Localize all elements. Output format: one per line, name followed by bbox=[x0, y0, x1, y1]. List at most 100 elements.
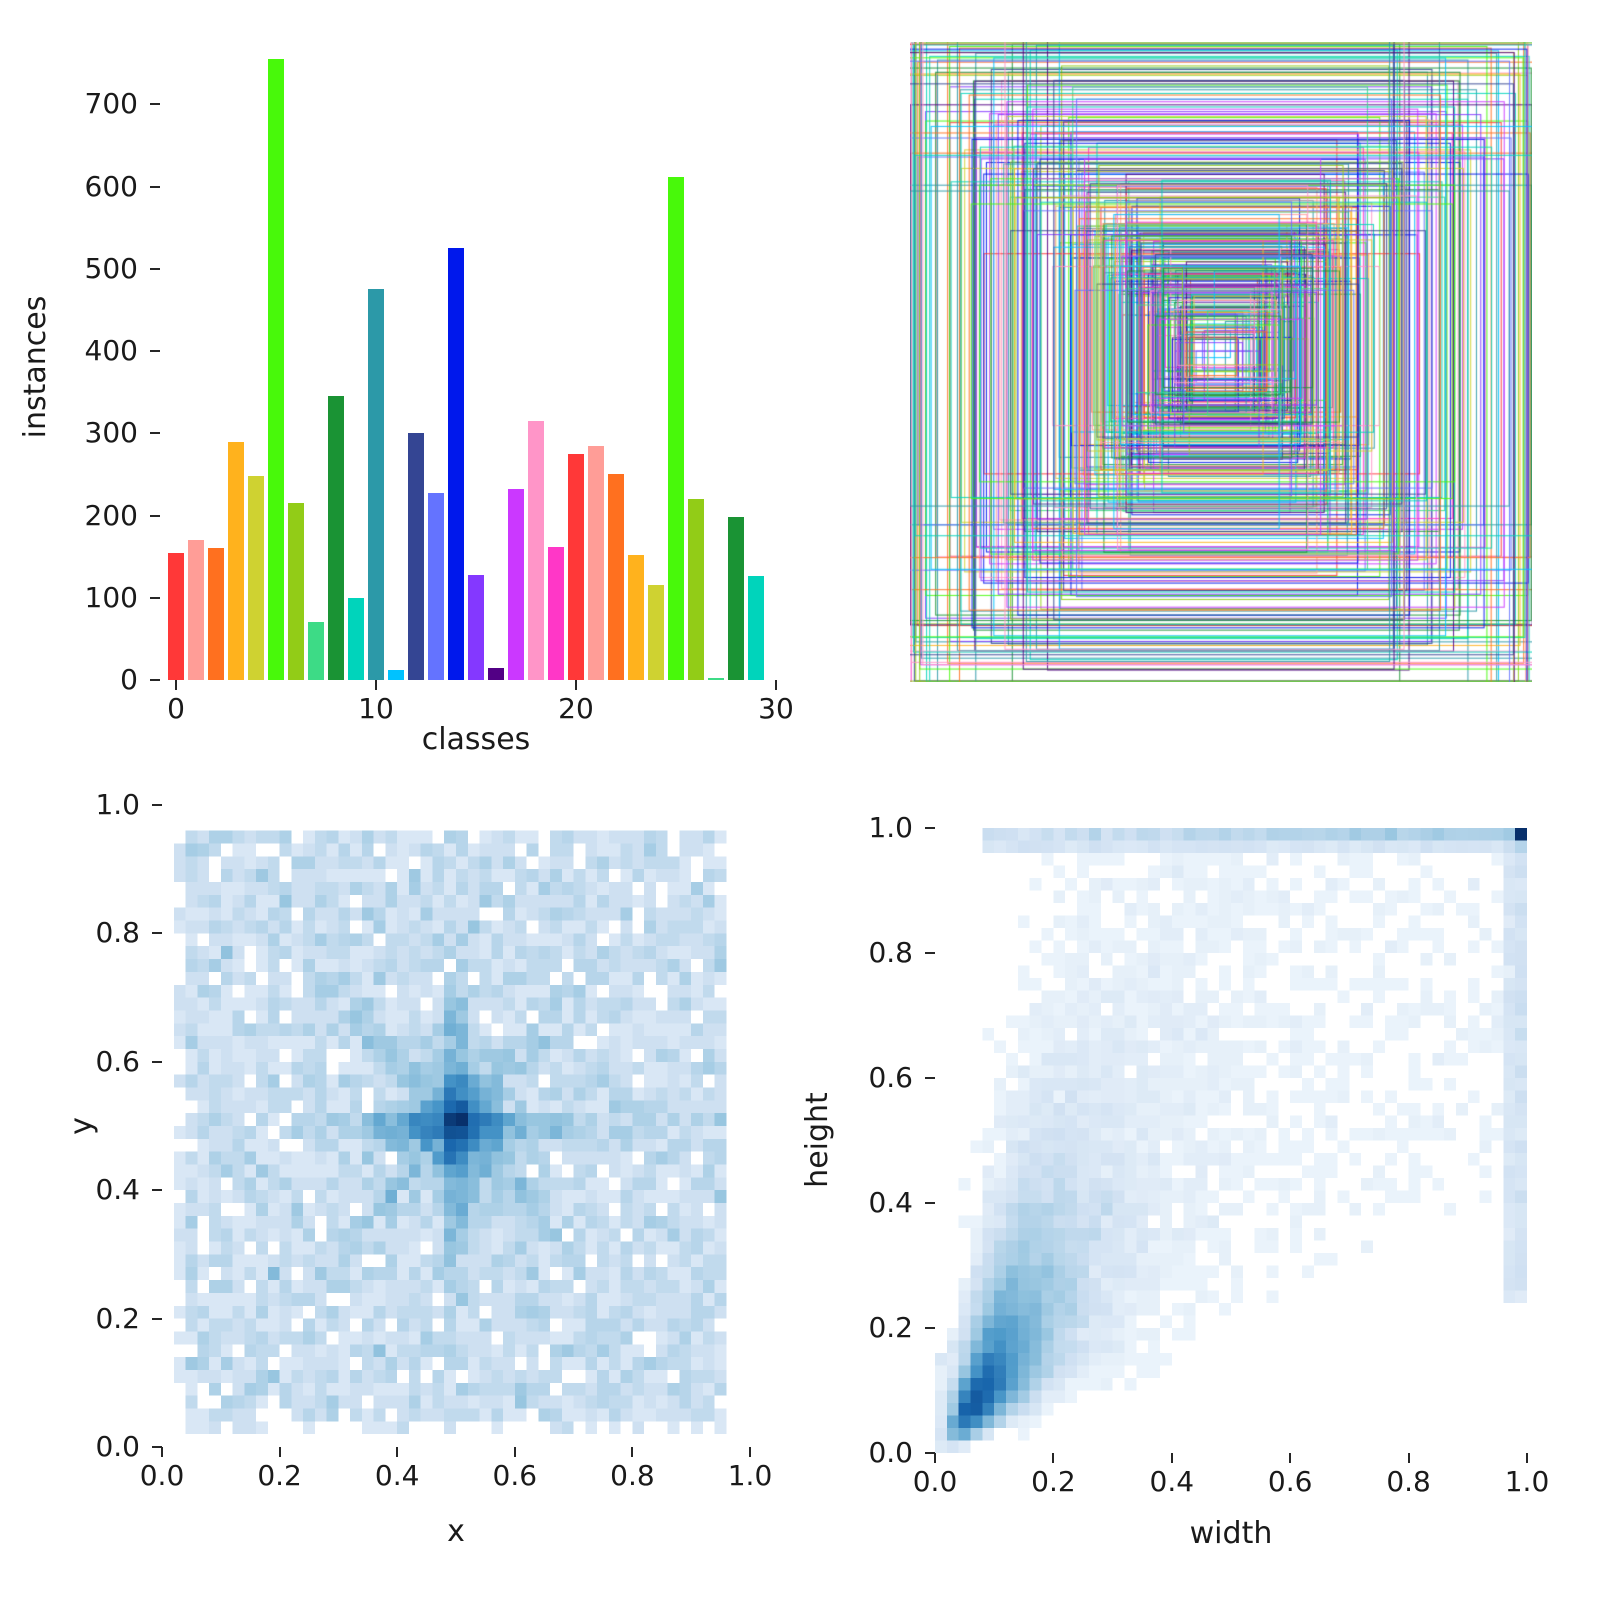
x-tick-mark bbox=[1407, 1453, 1410, 1463]
y-tick-mark bbox=[152, 1060, 162, 1063]
y-tick-label: 600 bbox=[84, 169, 138, 203]
y-tick-label: 0.4 bbox=[95, 1173, 140, 1207]
x-tick-mark bbox=[631, 1447, 634, 1457]
bar-ylabel: instances bbox=[18, 295, 53, 439]
x-tick-label: 1.0 bbox=[727, 1459, 773, 1492]
class-bar-16 bbox=[487, 667, 505, 680]
x-tick-label: 30 bbox=[758, 692, 794, 725]
class-bar-19 bbox=[547, 546, 565, 680]
y-tick-mark bbox=[925, 1077, 935, 1079]
x-tick-label: 0.4 bbox=[1149, 1465, 1195, 1498]
class-bar-29 bbox=[747, 576, 765, 680]
class-bar-9 bbox=[347, 597, 365, 680]
xy-heatmap-canvas bbox=[162, 805, 750, 1447]
class-bar-18 bbox=[527, 420, 545, 680]
wh-ylabel: height bbox=[800, 1092, 835, 1188]
y-tick-mark bbox=[925, 952, 935, 954]
class-bar-4 bbox=[247, 476, 265, 680]
x-tick-mark bbox=[513, 1447, 516, 1457]
x-tick-mark bbox=[396, 1447, 399, 1457]
x-tick-mark bbox=[375, 680, 377, 690]
class-bar-28 bbox=[727, 517, 745, 680]
x-tick-label: 0.0 bbox=[139, 1459, 185, 1492]
x-tick-label: 1.0 bbox=[1504, 1465, 1550, 1498]
y-tick-mark bbox=[152, 1317, 162, 1320]
y-tick-mark bbox=[150, 350, 160, 353]
x-tick-label: 20 bbox=[558, 692, 594, 725]
y-tick-mark bbox=[150, 267, 160, 270]
class-bar-7 bbox=[307, 622, 325, 680]
y-tick-label: 0.0 bbox=[95, 1430, 140, 1463]
y-tick-label: 0.6 bbox=[95, 1044, 140, 1078]
class-bar-11 bbox=[387, 670, 405, 680]
y-tick-mark bbox=[150, 596, 160, 599]
y-tick-mark bbox=[925, 827, 935, 829]
class-bar-14 bbox=[447, 248, 465, 680]
y-tick-label: 0.8 bbox=[95, 916, 140, 950]
y-tick-label: 400 bbox=[84, 334, 138, 368]
class-bar-3 bbox=[227, 441, 245, 680]
class-bar-22 bbox=[607, 474, 625, 680]
wh-heatmap-canvas bbox=[935, 828, 1527, 1453]
y-tick-mark bbox=[152, 932, 162, 935]
y-tick-label: 0.4 bbox=[868, 1186, 913, 1219]
x-tick-label: 0.2 bbox=[1031, 1465, 1076, 1498]
y-tick-mark bbox=[150, 679, 160, 681]
y-tick-label: 300 bbox=[84, 416, 138, 450]
xy-xlabel: x bbox=[447, 1514, 465, 1549]
class-bar-17 bbox=[507, 489, 525, 680]
y-tick-label: 700 bbox=[84, 87, 138, 121]
y-tick-label: 1.0 bbox=[95, 788, 140, 821]
class-bar-23 bbox=[627, 555, 645, 680]
y-tick-label: 500 bbox=[84, 251, 138, 285]
y-tick-mark bbox=[150, 514, 160, 517]
class-bar-0 bbox=[167, 552, 185, 680]
x-tick-mark bbox=[161, 1447, 163, 1457]
x-tick-label: 0.2 bbox=[257, 1459, 302, 1492]
y-tick-label: 0.0 bbox=[868, 1436, 913, 1469]
bar-xlabel: classes bbox=[421, 722, 531, 757]
y-tick-mark bbox=[150, 432, 160, 435]
xy-ylabel: y bbox=[64, 1117, 99, 1135]
wh-xlabel: width bbox=[1189, 1516, 1273, 1551]
class-bar-1 bbox=[187, 540, 205, 680]
class-bar-12 bbox=[407, 433, 425, 680]
x-tick-mark bbox=[175, 680, 177, 690]
x-tick-mark bbox=[1170, 1453, 1173, 1463]
x-tick-mark bbox=[1526, 1453, 1528, 1463]
bar-plot-area bbox=[160, 55, 792, 680]
x-tick-label: 10 bbox=[358, 692, 394, 725]
class-bar-27 bbox=[707, 678, 725, 680]
x-tick-label: 0.8 bbox=[610, 1459, 655, 1492]
y-tick-mark bbox=[925, 1452, 935, 1454]
x-tick-mark bbox=[1289, 1453, 1292, 1463]
y-tick-label: 0.2 bbox=[95, 1301, 140, 1335]
class-bar-21 bbox=[587, 445, 605, 680]
class-bar-26 bbox=[687, 499, 705, 680]
x-tick-mark bbox=[575, 680, 577, 690]
y-tick-mark bbox=[925, 1327, 935, 1329]
class-bar-15 bbox=[467, 574, 485, 680]
class-bar-6 bbox=[287, 503, 305, 680]
x-tick-label: 0.8 bbox=[1386, 1465, 1431, 1498]
y-tick-mark bbox=[152, 1446, 162, 1448]
y-tick-label: 0.8 bbox=[868, 936, 913, 969]
class-bar-2 bbox=[207, 548, 225, 680]
x-tick-mark bbox=[775, 680, 777, 690]
x-tick-label: 0.6 bbox=[492, 1459, 538, 1492]
y-tick-label: 0.6 bbox=[868, 1061, 913, 1094]
y-tick-mark bbox=[150, 103, 160, 106]
x-tick-mark bbox=[278, 1447, 281, 1457]
y-tick-mark bbox=[925, 1202, 935, 1204]
y-tick-label: 0.2 bbox=[868, 1311, 913, 1344]
x-tick-label: 0 bbox=[167, 692, 185, 725]
y-tick-label: 1.0 bbox=[868, 811, 913, 844]
x-tick-label: 0.0 bbox=[912, 1465, 958, 1498]
x-tick-label: 0.4 bbox=[374, 1459, 420, 1492]
bounding-boxes-canvas bbox=[910, 42, 1532, 682]
y-tick-label: 100 bbox=[84, 580, 138, 614]
y-tick-mark bbox=[152, 1189, 162, 1192]
y-tick-label: 0 bbox=[120, 663, 138, 696]
class-bar-5 bbox=[267, 59, 285, 680]
